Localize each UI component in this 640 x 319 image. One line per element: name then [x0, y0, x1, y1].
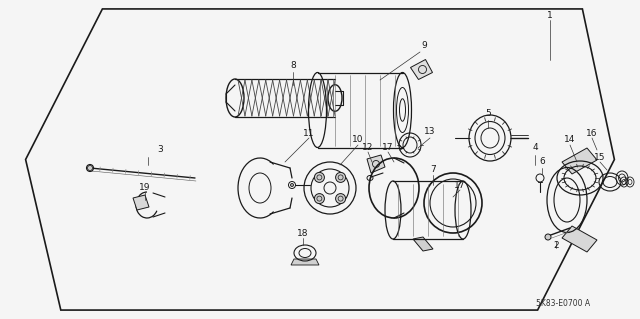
Text: 18: 18: [297, 228, 308, 238]
Text: 13: 13: [424, 128, 436, 137]
Circle shape: [335, 194, 346, 204]
Text: 14: 14: [564, 136, 576, 145]
Circle shape: [314, 194, 324, 204]
Text: 1: 1: [547, 11, 553, 20]
Text: 8: 8: [290, 62, 296, 70]
Polygon shape: [133, 195, 149, 210]
Text: 17: 17: [454, 181, 466, 189]
Text: 10: 10: [352, 136, 364, 145]
Text: 5K83-E0700 A: 5K83-E0700 A: [536, 299, 590, 308]
Text: 6: 6: [539, 158, 545, 167]
Text: 2: 2: [553, 241, 559, 250]
Text: 5: 5: [485, 109, 491, 118]
Circle shape: [314, 172, 324, 182]
Polygon shape: [367, 155, 385, 173]
Text: 3: 3: [157, 145, 163, 154]
Text: 17: 17: [382, 143, 394, 152]
Text: 16: 16: [586, 129, 598, 137]
Text: 15: 15: [595, 152, 605, 161]
Polygon shape: [562, 226, 597, 252]
Polygon shape: [413, 237, 433, 251]
Text: 9: 9: [421, 41, 427, 50]
Circle shape: [291, 183, 294, 187]
Ellipse shape: [545, 234, 551, 240]
Ellipse shape: [86, 165, 93, 172]
Text: 4: 4: [532, 144, 538, 152]
Polygon shape: [562, 148, 597, 174]
Polygon shape: [410, 60, 433, 79]
Circle shape: [335, 172, 346, 182]
Text: 7: 7: [430, 166, 436, 174]
Polygon shape: [291, 259, 319, 265]
Text: 19: 19: [140, 182, 151, 191]
Text: 11: 11: [303, 129, 315, 137]
Text: 12: 12: [362, 143, 374, 152]
